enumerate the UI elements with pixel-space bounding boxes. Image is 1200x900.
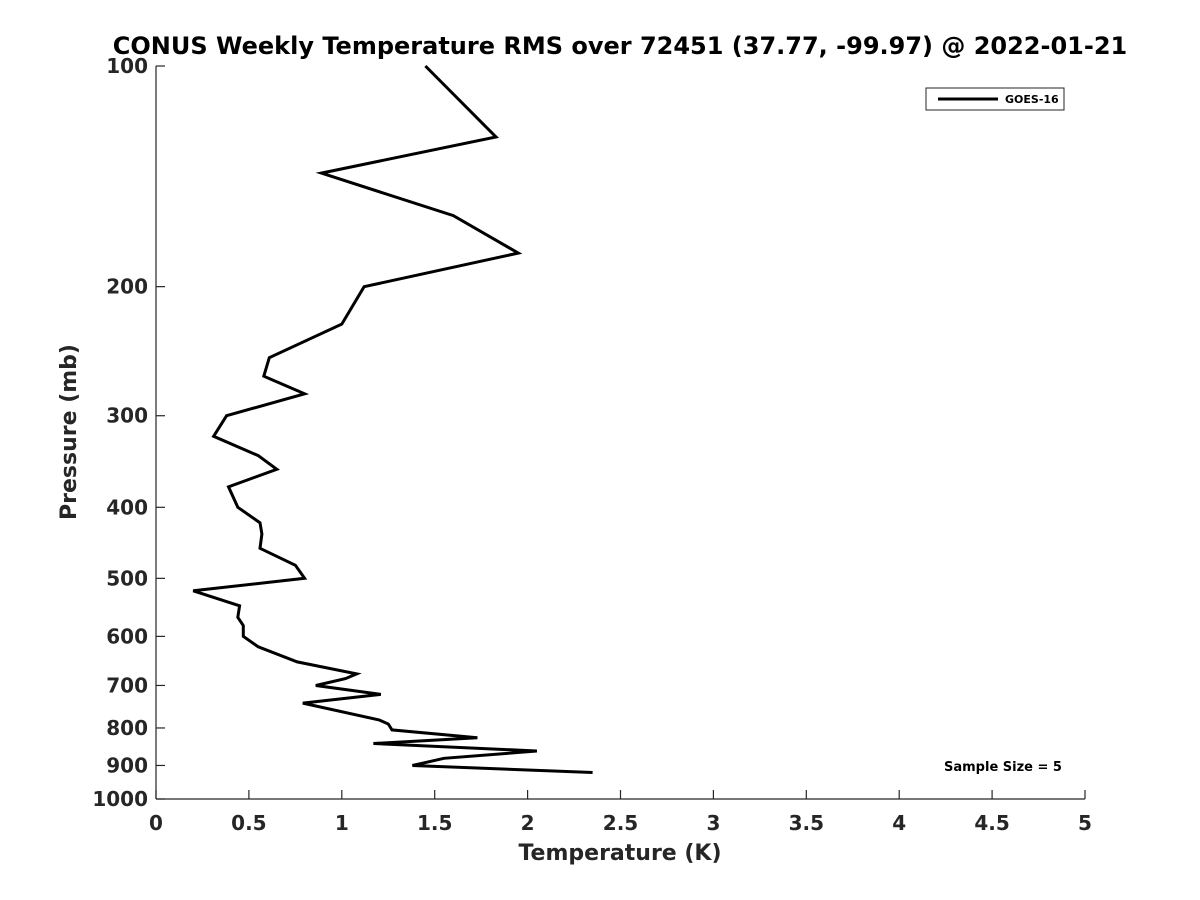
y-ticks: 100 200 300 400 500 600 700 800 900 1000 — [92, 54, 165, 811]
x-tick-label: 3.5 — [789, 811, 824, 835]
x-tick-label: 0 — [149, 811, 163, 835]
x-tick-label: 2 — [521, 811, 535, 835]
x-axis-label: Temperature (K) — [518, 841, 721, 866]
x-tick-label: 2.5 — [603, 811, 638, 835]
series-line-goes-16 — [192, 64, 593, 774]
x-ticks: 0 0.5 1 1.5 2 2.5 3 3.5 4 4.5 5 — [149, 790, 1092, 835]
x-tick-label: 5 — [1078, 811, 1092, 835]
x-tick-label: 0.5 — [231, 811, 266, 835]
y-tick-label: 800 — [106, 716, 148, 740]
chart-title: CONUS Weekly Temperature RMS over 72451 … — [113, 32, 1127, 60]
sample-size-annotation: Sample Size = 5 — [944, 760, 1062, 775]
y-tick-label: 600 — [106, 624, 148, 648]
y-tick-label: 400 — [106, 495, 148, 519]
y-tick-label: 1000 — [92, 787, 148, 811]
y-tick-label: 100 — [106, 54, 148, 78]
y-tick-label: 900 — [106, 753, 148, 777]
y-tick-label: 500 — [106, 566, 148, 590]
legend: GOES-16 — [925, 87, 1065, 111]
y-tick-label: 200 — [106, 275, 148, 299]
x-tick-label: 1 — [335, 811, 349, 835]
y-tick-label: 700 — [106, 673, 148, 697]
x-tick-label: 3 — [706, 811, 720, 835]
y-tick-label: 300 — [106, 404, 148, 428]
y-axis-label: Pressure (mb) — [57, 344, 82, 520]
x-tick-label: 4 — [892, 811, 906, 835]
x-tick-label: 4.5 — [974, 811, 1009, 835]
legend-label: GOES-16 — [1005, 93, 1059, 106]
x-tick-label: 1.5 — [417, 811, 452, 835]
plot-area: 0 0.5 1 1.5 2 2.5 3 3.5 4 4.5 5 100 200 300 400 500 600… — [92, 54, 1092, 835]
